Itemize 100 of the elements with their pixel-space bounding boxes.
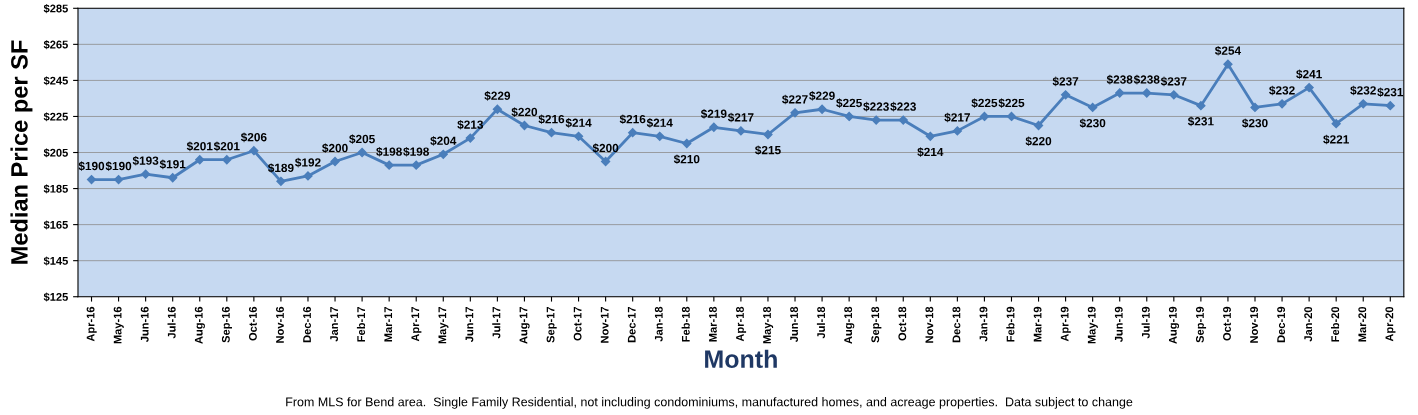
y-tick-label: $245 <box>43 76 68 86</box>
x-tick-label: Nov-18 <box>925 306 934 343</box>
x-tick-label: May-19 <box>1087 306 1098 344</box>
x-tick-label: Apr-18 <box>736 306 747 342</box>
point <box>682 138 692 149</box>
point <box>1331 119 1341 129</box>
point <box>763 129 773 140</box>
data-label: $213 <box>457 119 484 130</box>
x-tick-label: Feb-18 <box>681 306 690 342</box>
point <box>573 131 584 141</box>
x-tick-label: Jan-19 <box>979 306 988 342</box>
point <box>1142 88 1152 98</box>
x-tick-label: Jul-17 <box>492 306 501 339</box>
point <box>1196 101 1206 111</box>
data-label: $198 <box>376 146 402 157</box>
x-tick-label: Oct-19 <box>1223 306 1231 341</box>
data-label: $217 <box>727 112 754 123</box>
point <box>168 173 178 183</box>
x-tick-label: Sep-19 <box>1196 306 1207 343</box>
x-tick-label: Mar-17 <box>384 306 393 342</box>
data-label: $237 <box>1052 76 1079 87</box>
x-tick-label: Mar-20 <box>1358 306 1367 342</box>
x-tick-label: Sep-18 <box>871 306 882 343</box>
point <box>141 169 151 179</box>
y-tick-label: $225 <box>43 112 68 122</box>
data-label: $223 <box>890 101 916 112</box>
x-axis-title: Month <box>705 349 777 369</box>
data-label: $216 <box>538 114 565 125</box>
point <box>465 133 475 143</box>
point <box>195 155 205 165</box>
x-tick-label: Aug-19 <box>1168 306 1180 344</box>
data-label: $189 <box>267 163 294 173</box>
data-label: $220 <box>1025 136 1052 147</box>
point <box>709 122 719 132</box>
data-label: $231 <box>1377 87 1404 98</box>
data-label: $219 <box>700 109 727 119</box>
y-tick-label: $285 <box>43 4 68 14</box>
point <box>357 147 367 158</box>
point <box>1088 102 1098 113</box>
point <box>1358 99 1368 109</box>
point <box>492 104 503 114</box>
data-label: $232 <box>1269 85 1295 96</box>
x-tick-label: May-17 <box>438 306 449 344</box>
x-tick-label: Mar-19 <box>1033 306 1042 342</box>
data-label: $220 <box>511 107 538 117</box>
point <box>438 149 448 159</box>
data-label: $230 <box>1079 118 1106 129</box>
point <box>817 104 827 114</box>
x-tick-label: Apr-20 <box>1385 306 1396 342</box>
x-tick-label: Sep-16 <box>221 306 232 343</box>
data-label: $192 <box>295 157 321 168</box>
data-label: $225 <box>836 98 862 108</box>
data-label: $230 <box>1242 118 1268 129</box>
data-label: $238 <box>1133 74 1160 85</box>
data-label: $215 <box>754 145 781 156</box>
y-tick-label: $145 <box>43 256 68 266</box>
data-label: $206 <box>240 132 267 143</box>
y-tick-label: $205 <box>43 148 68 158</box>
data-label: $200 <box>322 143 348 153</box>
data-label: $217 <box>944 112 970 123</box>
x-tick-label: Feb-20 <box>1331 306 1340 342</box>
point <box>871 115 881 125</box>
x-tick-label: Feb-17 <box>356 306 366 342</box>
data-label: $225 <box>971 98 998 108</box>
data-label: $210 <box>673 154 700 165</box>
x-tick-label: Feb-19 <box>1006 306 1015 342</box>
x-tick-label: Jan-17 <box>330 306 339 342</box>
point <box>655 131 665 141</box>
point <box>411 160 421 170</box>
x-tick-label: Mar-18 <box>708 306 717 342</box>
point <box>546 128 557 138</box>
point <box>519 120 530 131</box>
data-label: $201 <box>186 141 213 152</box>
data-label: $214 <box>917 147 944 157</box>
x-tick-label: Jun-17 <box>465 306 474 343</box>
data-label: $221 <box>1323 134 1349 145</box>
x-tick-label: Aug-17 <box>519 306 530 344</box>
data-label: $237 <box>1160 76 1187 87</box>
x-tick-label: May-16 <box>113 306 124 344</box>
x-tick-label: Oct-16 <box>248 306 257 341</box>
data-label: $191 <box>159 159 186 170</box>
data-label: $201 <box>213 141 240 152</box>
data-label: $229 <box>484 91 511 101</box>
x-tick-label: Jan-18 <box>654 306 663 342</box>
x-tick-label: Nov-17 <box>600 306 609 343</box>
text: From MLS for Bend area. Single Family Residential, not including condominiums, manufactured homes, and acreage properties. Data subject to change <box>286 397 1133 409</box>
point <box>1060 90 1071 100</box>
x-tick-label: Sep-17 <box>546 306 557 343</box>
point <box>925 131 935 141</box>
y-tick-label: $125 <box>43 292 68 302</box>
y-tick-label: $265 <box>43 40 68 50</box>
data-label: $204 <box>430 136 457 146</box>
point <box>979 111 990 122</box>
point <box>898 115 908 125</box>
point <box>1304 82 1314 93</box>
x-tick-label: Aug-16 <box>194 306 205 344</box>
data-label: $238 <box>1106 74 1133 85</box>
x-tick-label: Jul-16 <box>167 306 176 339</box>
x-tick-label: Apr-17 <box>411 306 422 342</box>
x-tick-label: Aug-18 <box>844 306 855 344</box>
